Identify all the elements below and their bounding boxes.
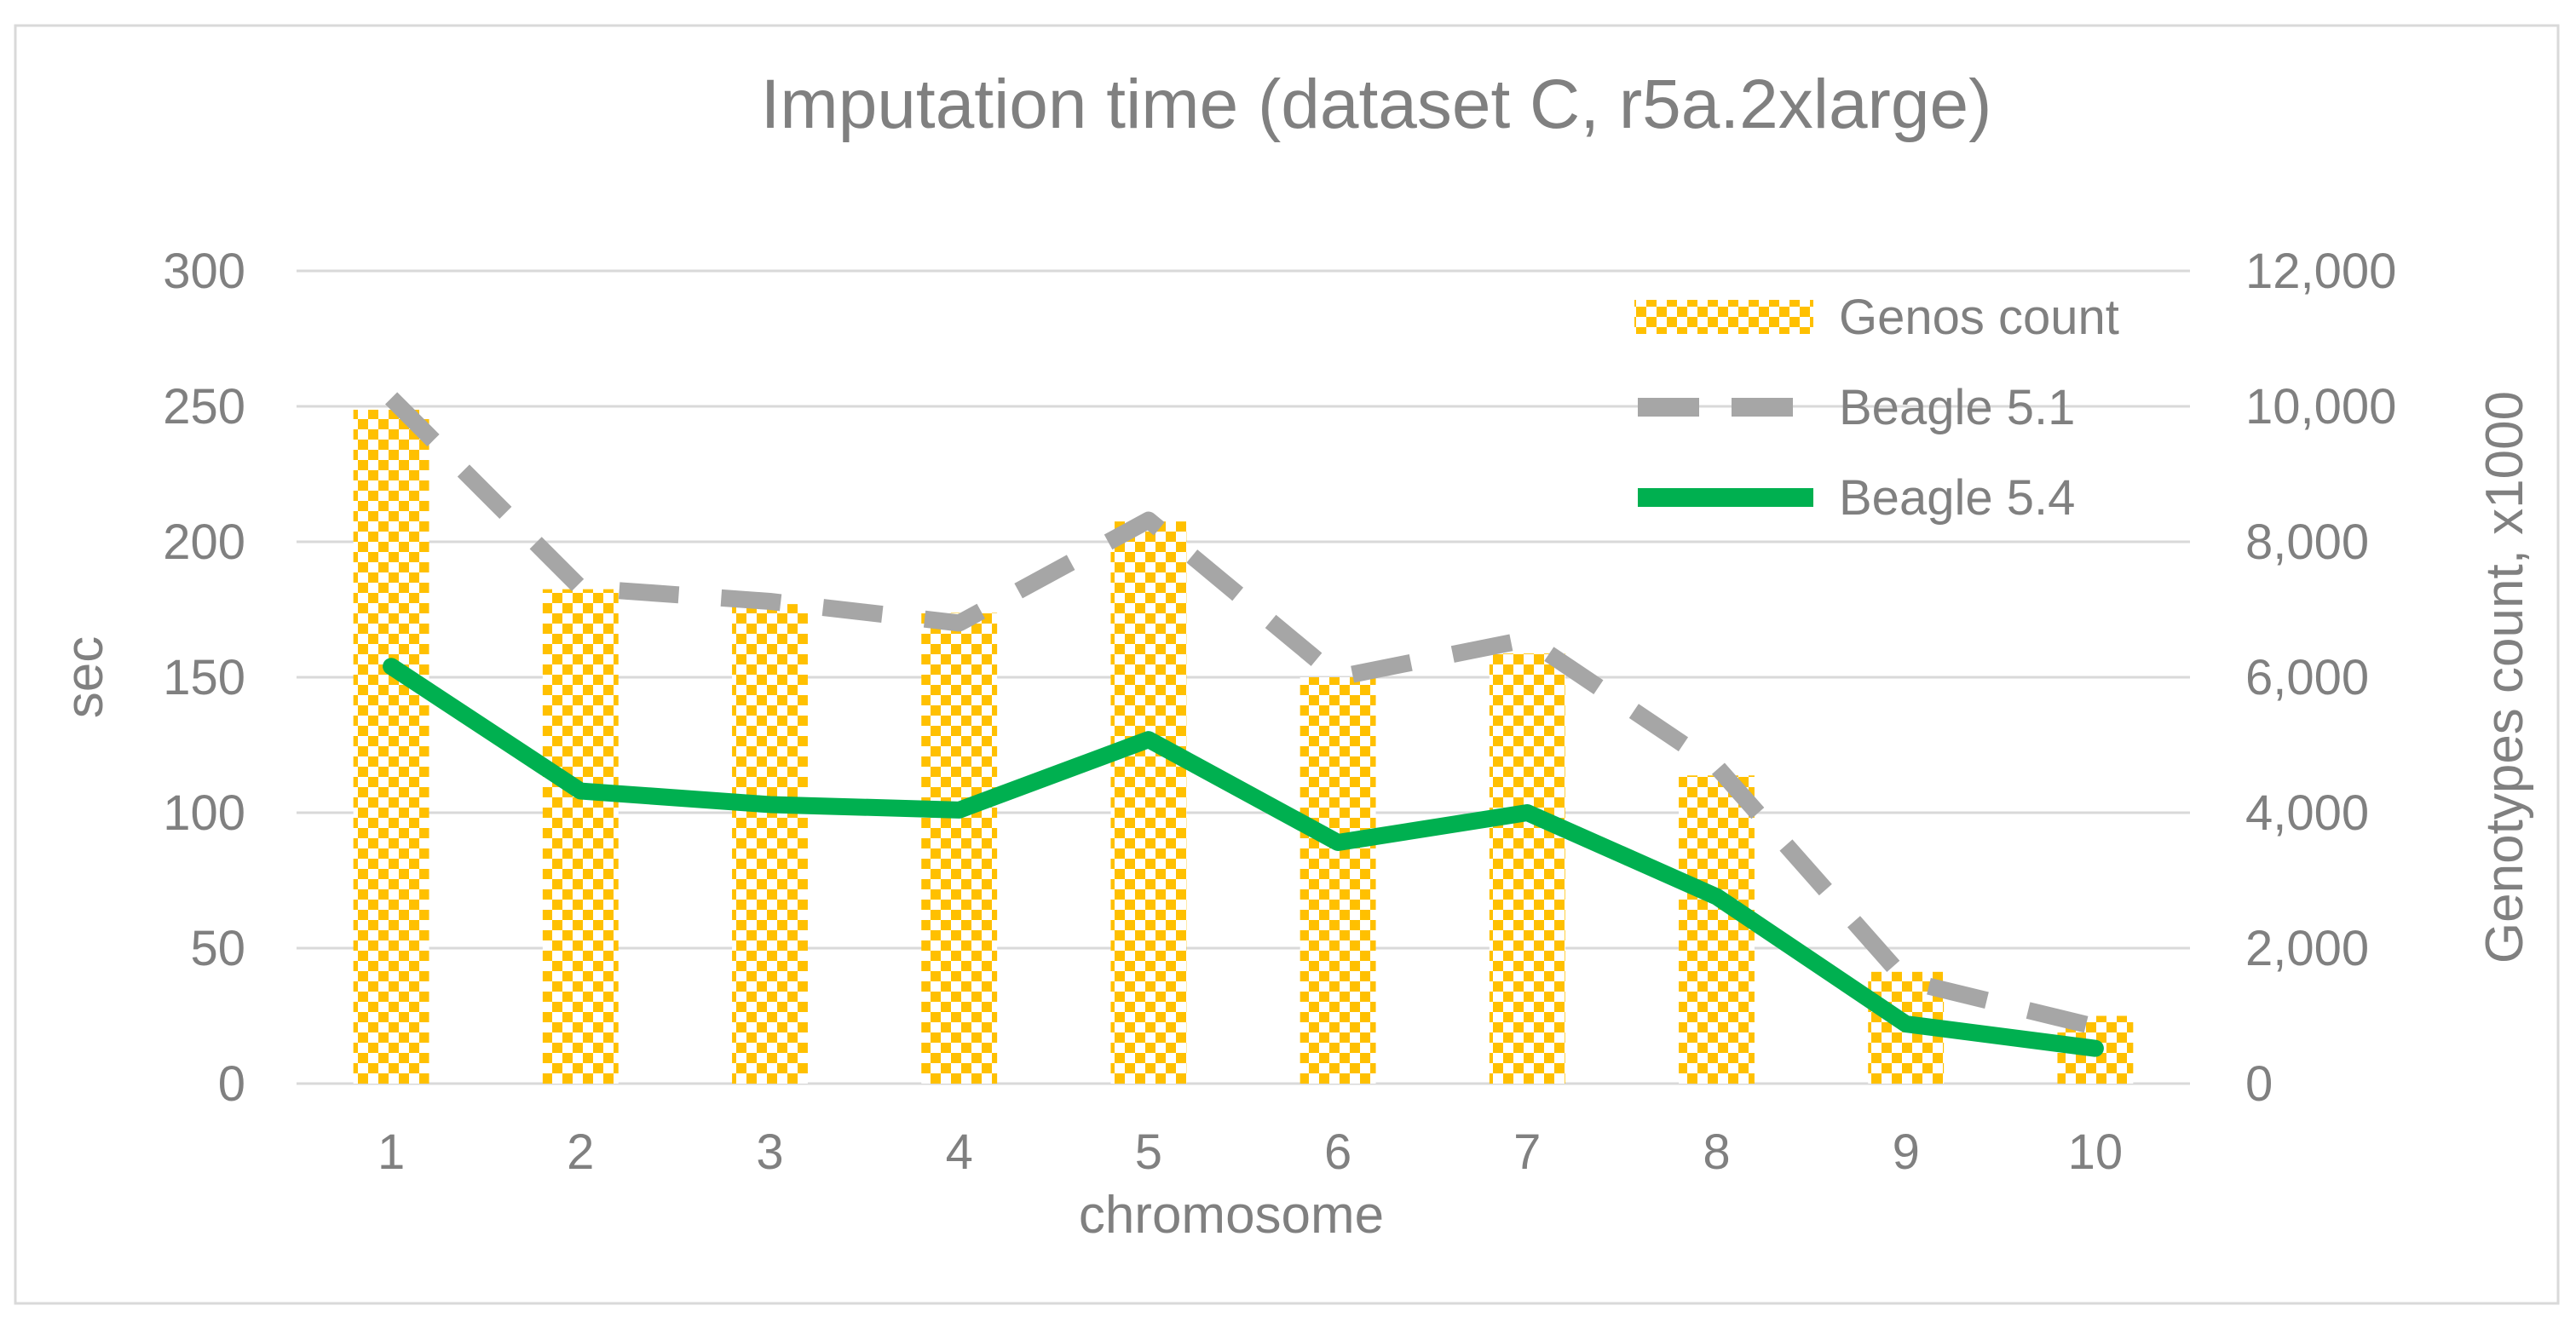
y2-axis-ticks: 0 2,000 4,000 6,000 8,000 10,000 12,000 — [2245, 244, 2396, 1112]
y-tick-label: 300 — [163, 244, 245, 299]
y2-tick-label: 10,000 — [2245, 379, 2396, 434]
x-tick-label: 10 — [2068, 1124, 2124, 1180]
bar-genos-count-2 — [542, 589, 619, 1084]
chart-border — [14, 24, 2560, 1305]
y2-tick-label: 2,000 — [2245, 921, 2369, 976]
x-tick-label: 7 — [1513, 1124, 1541, 1180]
bar-genos-count-3 — [732, 604, 808, 1084]
y-tick-label: 200 — [163, 515, 245, 570]
x-axis-label: chromosome — [1079, 1186, 1384, 1245]
x-tick-label: 8 — [1703, 1124, 1730, 1180]
bar-genos-count-1 — [353, 409, 429, 1084]
y2-tick-label: 0 — [2245, 1056, 2273, 1112]
bar-genos-count-6 — [1300, 677, 1376, 1084]
legend-swatch-genos-count — [1634, 300, 1813, 334]
x-tick-label: 3 — [756, 1124, 783, 1180]
bar-genos-count-7 — [1489, 653, 1565, 1084]
line-series — [383, 392, 2104, 1057]
legend: Genos count Beagle 5.1 Beagle 5.4 — [1634, 290, 2119, 526]
y-tick-label: 100 — [163, 785, 245, 841]
y2-tick-label: 12,000 — [2245, 244, 2396, 299]
x-tick-label: 5 — [1135, 1124, 1162, 1180]
y-tick-label: 50 — [190, 921, 245, 976]
x-tick-label: 2 — [567, 1124, 594, 1180]
bar-genos-count-8 — [1679, 775, 1755, 1084]
y2-axis-label: Genotypes count, x1000 — [2475, 391, 2534, 963]
legend-label-beagle-5-4: Beagle 5.4 — [1839, 470, 2075, 526]
y-axis-label: sec — [55, 636, 114, 718]
bar-series-genos-count — [353, 409, 2134, 1084]
legend-label-beagle-5-1: Beagle 5.1 — [1839, 380, 2075, 435]
x-tick-label: 9 — [1893, 1124, 1920, 1180]
x-axis-ticks: 1 2 3 4 5 6 7 8 9 10 — [377, 1124, 2123, 1180]
y-axis-ticks: 0 50 100 150 200 250 300 — [163, 244, 245, 1112]
x-tick-label: 4 — [946, 1124, 973, 1180]
y2-tick-label: 8,000 — [2245, 515, 2369, 570]
bar-genos-count-4 — [921, 612, 998, 1084]
chart-title: Imputation time (dataset C, r5a.2xlarge) — [761, 66, 1992, 143]
y2-tick-label: 4,000 — [2245, 785, 2369, 841]
x-tick-label: 1 — [377, 1124, 405, 1180]
y-tick-label: 150 — [163, 650, 245, 705]
y-tick-label: 250 — [163, 379, 245, 434]
line-beagle-5-4 — [383, 658, 2104, 1057]
x-tick-label: 6 — [1324, 1124, 1351, 1180]
y2-tick-label: 6,000 — [2245, 650, 2369, 705]
line-beagle-5-1 — [385, 392, 2098, 1035]
y-tick-label: 0 — [218, 1056, 245, 1112]
bar-genos-count-5 — [1110, 521, 1187, 1084]
legend-label-genos-count: Genos count — [1839, 290, 2119, 345]
